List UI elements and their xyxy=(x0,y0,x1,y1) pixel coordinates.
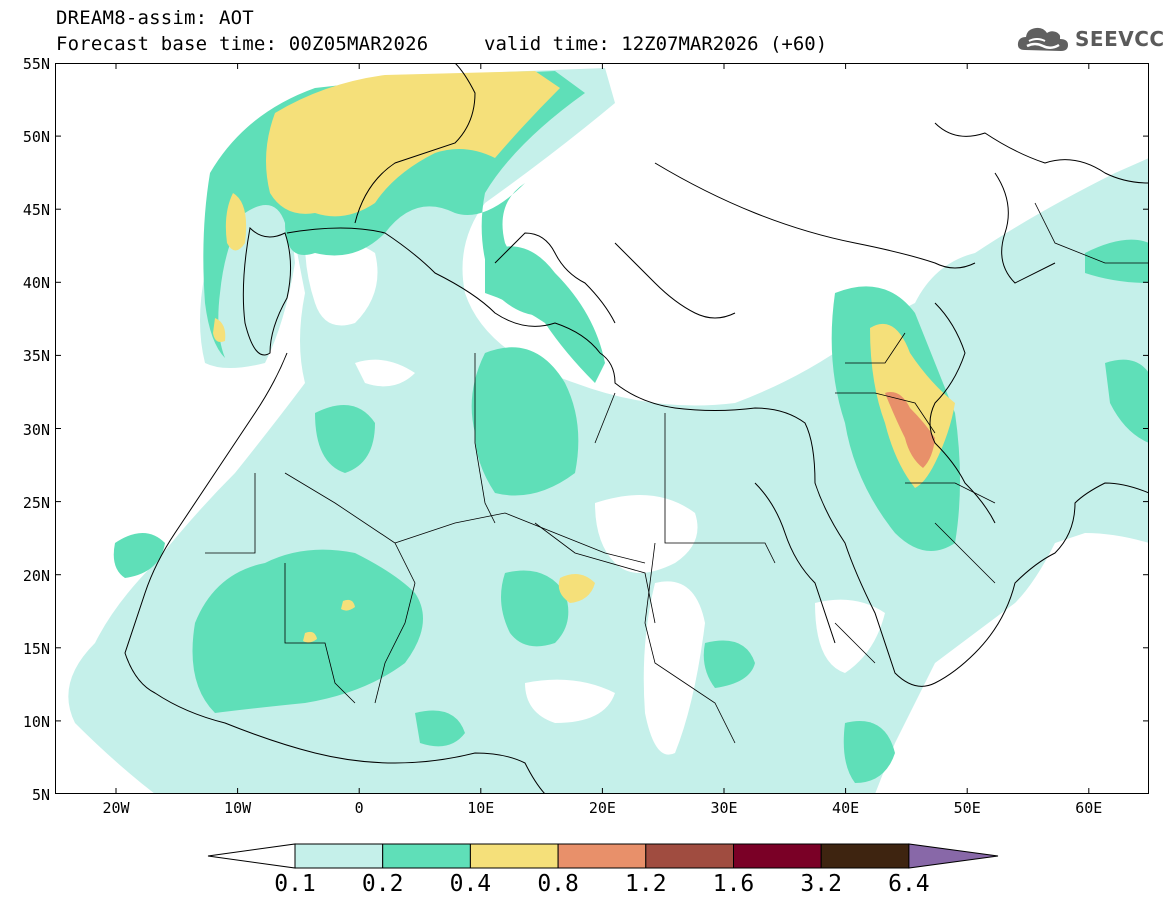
y-tick-label: 30N xyxy=(22,420,50,439)
colorbar-label: 1.6 xyxy=(712,871,755,897)
x-tick-label: 0 xyxy=(354,799,364,817)
colorbar-label: 1.2 xyxy=(625,871,667,897)
colorbar-cell xyxy=(294,843,384,869)
colorbar-cell xyxy=(469,843,559,869)
x-tick-label: 10E xyxy=(467,799,495,817)
x-tick-label: 60E xyxy=(1075,799,1103,817)
colorbar-label: 3.2 xyxy=(800,871,842,897)
colorbar-cell xyxy=(733,843,822,869)
colorbar xyxy=(207,843,999,869)
graticule xyxy=(55,63,1149,794)
y-tick-label: 15N xyxy=(22,639,50,658)
x-tick-label: 20W xyxy=(102,799,130,817)
x-tick-label: 20E xyxy=(588,799,616,817)
cloud-icon xyxy=(1017,27,1068,51)
y-tick-label: 55N xyxy=(22,55,50,73)
forecast-base-time: Forecast base time: 00Z05MAR2026 xyxy=(56,33,429,55)
country-borders xyxy=(205,202,1149,744)
colorbar-cell xyxy=(820,843,910,869)
colorbar-cell xyxy=(557,843,647,869)
y-tick-label: 20N xyxy=(22,566,50,585)
colorbar-label: 0.1 xyxy=(274,871,316,897)
y-tick-label: 25N xyxy=(22,493,50,512)
y-tick-label: 40N xyxy=(22,274,50,293)
colorbar-label: 6.4 xyxy=(888,871,930,897)
aot-contour-0.4 xyxy=(213,71,955,643)
colorbar-label: 0.4 xyxy=(449,871,492,897)
coastlines xyxy=(124,63,1149,794)
aot-contour-0.8 xyxy=(885,392,935,468)
x-tick-label: 30E xyxy=(710,799,738,817)
colorbar-over-arrow xyxy=(908,843,999,869)
colorbar-cell xyxy=(645,843,734,869)
clean-air-patches xyxy=(305,193,885,755)
colorbar-cell xyxy=(382,843,471,869)
colorbar-label: 0.8 xyxy=(537,871,579,897)
logo-text: SEEVCCC xyxy=(1075,27,1165,51)
seevccc-logo: SEEVCCC xyxy=(1015,22,1165,58)
y-tick-label: 35N xyxy=(22,347,50,366)
y-tick-label: 10N xyxy=(22,712,50,731)
y-tick-label: 45N xyxy=(22,201,50,220)
map-title: DREAM8-assim: AOT xyxy=(56,7,254,29)
y-tick-label: 5N xyxy=(31,786,50,804)
x-tick-label: 40E xyxy=(832,799,860,817)
valid-time: valid time: 12Z07MAR2026 (+60) xyxy=(484,33,828,55)
y-tick-label: 50N xyxy=(22,128,50,147)
x-tick-label: 50E xyxy=(953,799,981,817)
colorbar-under-arrow xyxy=(207,843,296,869)
x-tick-label: 10W xyxy=(224,799,252,817)
aot-map xyxy=(55,63,1149,794)
colorbar-label: 0.2 xyxy=(361,871,404,897)
